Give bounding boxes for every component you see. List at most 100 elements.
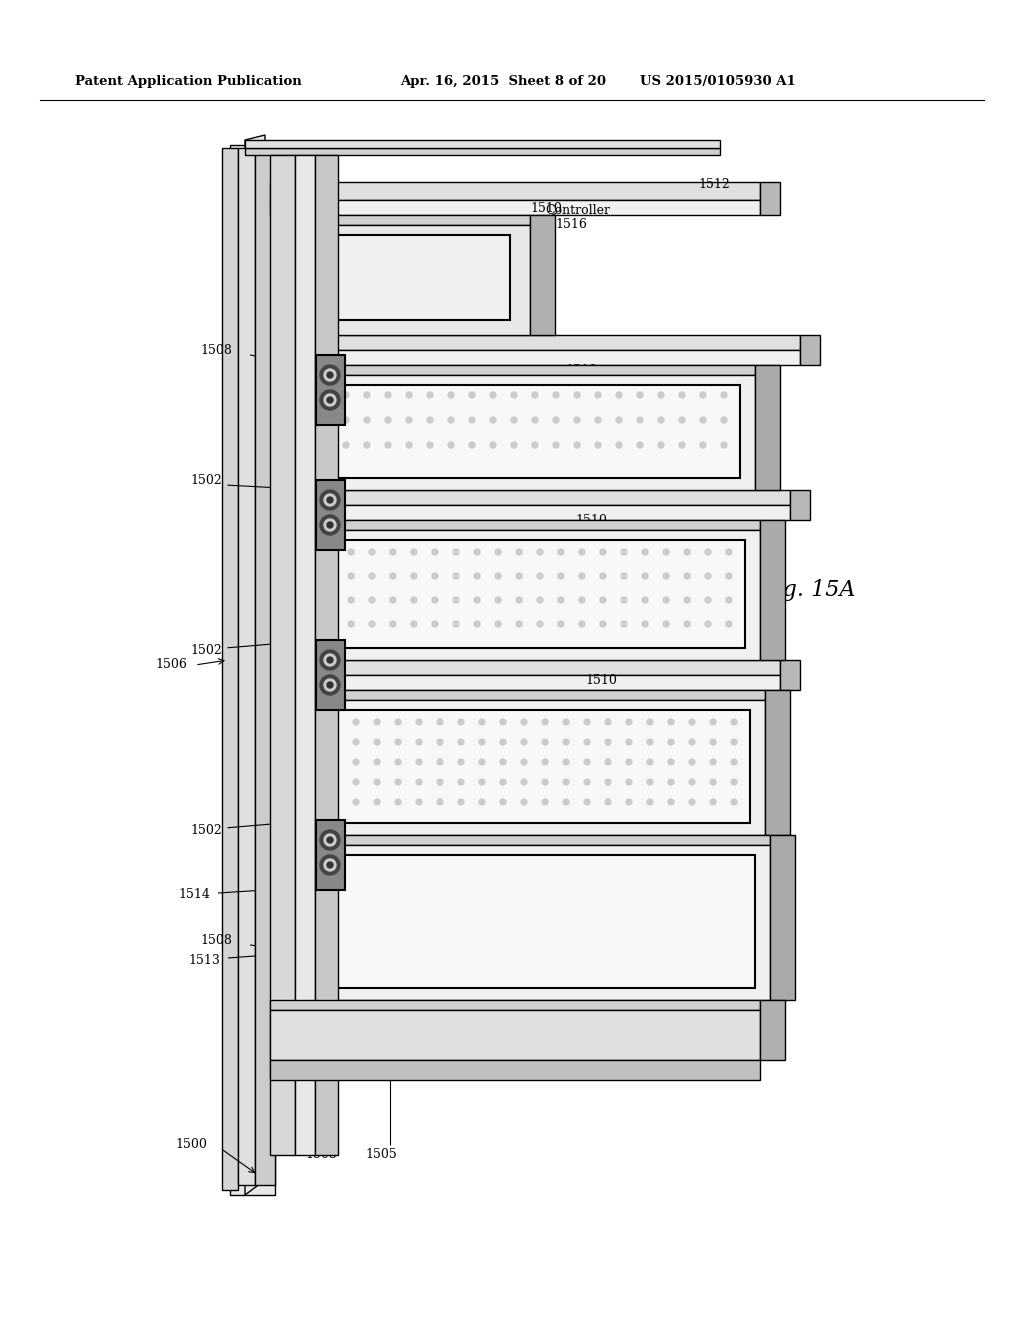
- Circle shape: [647, 719, 653, 725]
- Circle shape: [453, 573, 459, 579]
- Text: 1506: 1506: [155, 659, 186, 672]
- Circle shape: [324, 519, 336, 531]
- Circle shape: [621, 597, 627, 603]
- Circle shape: [495, 597, 501, 603]
- Circle shape: [369, 573, 375, 579]
- Circle shape: [637, 442, 643, 447]
- Circle shape: [327, 397, 333, 403]
- Circle shape: [700, 417, 706, 422]
- Circle shape: [595, 392, 601, 399]
- Circle shape: [432, 549, 438, 554]
- Circle shape: [542, 759, 548, 766]
- Circle shape: [324, 494, 336, 506]
- Circle shape: [574, 417, 580, 422]
- Circle shape: [637, 392, 643, 399]
- Polygon shape: [319, 710, 750, 822]
- Circle shape: [679, 417, 685, 422]
- Circle shape: [579, 597, 585, 603]
- Circle shape: [385, 392, 391, 399]
- Circle shape: [626, 759, 632, 766]
- Circle shape: [500, 759, 506, 766]
- Circle shape: [558, 597, 564, 603]
- Polygon shape: [245, 135, 265, 1195]
- Circle shape: [616, 392, 622, 399]
- Circle shape: [374, 719, 380, 725]
- Circle shape: [327, 549, 333, 554]
- Polygon shape: [275, 335, 800, 350]
- Circle shape: [663, 620, 669, 627]
- Circle shape: [542, 779, 548, 785]
- Polygon shape: [285, 675, 780, 690]
- Circle shape: [584, 779, 590, 785]
- Polygon shape: [295, 215, 530, 224]
- Text: 1510: 1510: [575, 513, 607, 527]
- Circle shape: [369, 597, 375, 603]
- Polygon shape: [295, 375, 755, 490]
- Circle shape: [595, 442, 601, 447]
- Circle shape: [385, 417, 391, 422]
- Polygon shape: [770, 836, 795, 1001]
- Circle shape: [395, 779, 401, 785]
- Circle shape: [584, 719, 590, 725]
- Circle shape: [353, 759, 359, 766]
- Polygon shape: [305, 690, 765, 700]
- Circle shape: [684, 573, 690, 579]
- Polygon shape: [760, 520, 785, 660]
- Polygon shape: [270, 1001, 760, 1010]
- Circle shape: [449, 442, 454, 447]
- Text: 1510: 1510: [565, 363, 597, 376]
- Circle shape: [705, 597, 711, 603]
- Circle shape: [327, 657, 333, 663]
- Circle shape: [558, 620, 564, 627]
- Circle shape: [521, 719, 527, 725]
- Polygon shape: [222, 148, 238, 1191]
- Circle shape: [689, 759, 695, 766]
- Circle shape: [490, 392, 496, 399]
- Circle shape: [658, 417, 664, 422]
- Circle shape: [684, 549, 690, 554]
- Polygon shape: [316, 820, 345, 890]
- Circle shape: [710, 739, 716, 744]
- Circle shape: [726, 573, 732, 579]
- Polygon shape: [270, 182, 760, 201]
- Circle shape: [319, 675, 340, 696]
- Circle shape: [700, 392, 706, 399]
- Circle shape: [532, 442, 538, 447]
- Circle shape: [458, 799, 464, 805]
- Circle shape: [437, 759, 443, 766]
- Circle shape: [432, 620, 438, 627]
- Circle shape: [511, 417, 517, 422]
- Circle shape: [453, 549, 459, 554]
- Circle shape: [437, 719, 443, 725]
- Circle shape: [642, 597, 648, 603]
- Circle shape: [479, 759, 485, 766]
- Circle shape: [374, 759, 380, 766]
- Polygon shape: [300, 531, 760, 660]
- Text: 1508: 1508: [200, 343, 231, 356]
- Circle shape: [553, 392, 559, 399]
- Polygon shape: [295, 154, 315, 1155]
- Circle shape: [563, 759, 569, 766]
- Circle shape: [605, 739, 611, 744]
- Circle shape: [511, 442, 517, 447]
- Text: 1513: 1513: [188, 953, 220, 966]
- Circle shape: [416, 779, 422, 785]
- Polygon shape: [780, 660, 800, 690]
- Circle shape: [605, 719, 611, 725]
- Circle shape: [469, 392, 475, 399]
- Polygon shape: [316, 355, 345, 425]
- Circle shape: [479, 779, 485, 785]
- Circle shape: [458, 719, 464, 725]
- Circle shape: [574, 392, 580, 399]
- Circle shape: [322, 442, 328, 447]
- Circle shape: [324, 393, 336, 407]
- Circle shape: [364, 392, 370, 399]
- Text: 1504: 1504: [630, 583, 662, 597]
- Circle shape: [395, 759, 401, 766]
- Circle shape: [726, 620, 732, 627]
- Circle shape: [563, 799, 569, 805]
- Circle shape: [437, 739, 443, 744]
- Circle shape: [324, 678, 336, 690]
- Circle shape: [516, 620, 522, 627]
- Circle shape: [364, 442, 370, 447]
